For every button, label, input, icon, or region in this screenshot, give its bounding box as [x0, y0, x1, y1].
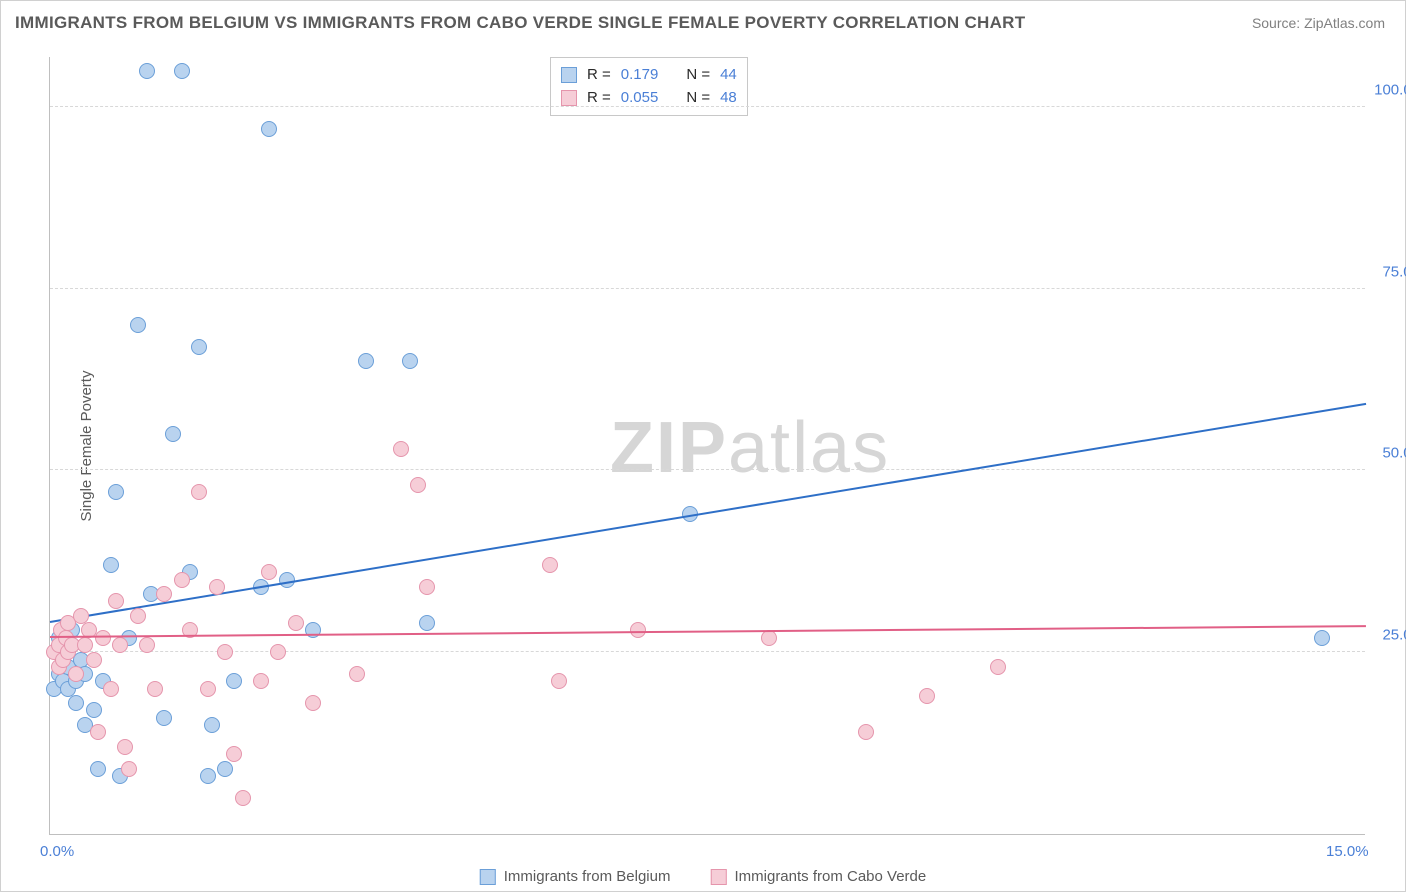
y-tick-label: 100.0% [1370, 81, 1406, 98]
data-point [226, 746, 242, 762]
x-tick-label: 15.0% [1326, 843, 1369, 860]
chart-title: IMMIGRANTS FROM BELGIUM VS IMMIGRANTS FR… [15, 13, 1025, 33]
swatch-belgium [561, 67, 577, 83]
data-point [139, 637, 155, 653]
data-point [990, 659, 1006, 675]
r-label: R = [587, 64, 611, 87]
watermark-atlas: atlas [728, 408, 890, 488]
gridline [50, 288, 1365, 289]
legend-label-caboverde: Immigrants from Cabo Verde [734, 868, 926, 885]
data-point [305, 695, 321, 711]
r-value-belgium: 0.179 [621, 64, 659, 87]
data-point [156, 586, 172, 602]
data-point [191, 484, 207, 500]
data-point [858, 724, 874, 740]
data-point [103, 681, 119, 697]
series-legend: Immigrants from Belgium Immigrants from … [480, 868, 926, 885]
swatch-caboverde [710, 869, 726, 885]
correlation-row-belgium: R = 0.179 N = 44 [561, 64, 737, 87]
data-point [191, 339, 207, 355]
y-tick-label: 75.0% [1370, 263, 1406, 280]
data-point [73, 608, 89, 624]
gridline [50, 106, 1365, 107]
swatch-belgium [480, 869, 496, 885]
data-point [235, 790, 251, 806]
data-point [226, 673, 242, 689]
data-point [217, 644, 233, 660]
data-point [200, 681, 216, 697]
data-point [288, 615, 304, 631]
data-point [86, 702, 102, 718]
data-point [551, 673, 567, 689]
data-point [393, 441, 409, 457]
data-point [358, 353, 374, 369]
data-point [130, 608, 146, 624]
data-point [90, 724, 106, 740]
data-point [130, 317, 146, 333]
data-point [103, 557, 119, 573]
trend-line [50, 403, 1366, 623]
x-tick-label: 0.0% [40, 843, 74, 860]
data-point [261, 564, 277, 580]
data-point [279, 572, 295, 588]
data-point [209, 579, 225, 595]
data-point [174, 63, 190, 79]
data-point [139, 63, 155, 79]
data-point [919, 688, 935, 704]
data-point [108, 484, 124, 500]
chart-container: IMMIGRANTS FROM BELGIUM VS IMMIGRANTS FR… [0, 0, 1406, 892]
data-point [68, 666, 84, 682]
data-point [147, 681, 163, 697]
data-point [121, 761, 137, 777]
correlation-legend: R = 0.179 N = 44 R = 0.055 N = 48 [550, 57, 748, 116]
gridline [50, 469, 1365, 470]
n-value-belgium: 44 [720, 64, 737, 87]
watermark-zip: ZIP [610, 408, 728, 488]
data-point [165, 426, 181, 442]
data-point [95, 630, 111, 646]
data-point [117, 739, 133, 755]
data-point [217, 761, 233, 777]
plot-area: ZIPatlas R = 0.179 N = 44 R = 0.055 N = … [49, 57, 1365, 835]
data-point [419, 615, 435, 631]
data-point [90, 761, 106, 777]
data-point [1314, 630, 1330, 646]
data-point [204, 717, 220, 733]
data-point [108, 593, 124, 609]
data-point [305, 622, 321, 638]
y-tick-label: 50.0% [1370, 445, 1406, 462]
data-point [77, 637, 93, 653]
data-point [402, 353, 418, 369]
data-point [174, 572, 190, 588]
data-point [419, 579, 435, 595]
swatch-caboverde [561, 90, 577, 106]
watermark: ZIPatlas [610, 407, 890, 489]
legend-item-belgium: Immigrants from Belgium [480, 868, 671, 885]
data-point [253, 673, 269, 689]
data-point [542, 557, 558, 573]
data-point [270, 644, 286, 660]
legend-label-belgium: Immigrants from Belgium [504, 868, 671, 885]
data-point [86, 652, 102, 668]
data-point [349, 666, 365, 682]
data-point [200, 768, 216, 784]
data-point [68, 695, 84, 711]
legend-item-caboverde: Immigrants from Cabo Verde [710, 868, 926, 885]
n-label: N = [686, 64, 710, 87]
gridline [50, 651, 1365, 652]
data-point [261, 121, 277, 137]
data-point [112, 637, 128, 653]
data-point [410, 477, 426, 493]
data-point [156, 710, 172, 726]
y-tick-label: 25.0% [1370, 627, 1406, 644]
trend-line [50, 625, 1366, 638]
source-label: Source: ZipAtlas.com [1252, 15, 1385, 31]
